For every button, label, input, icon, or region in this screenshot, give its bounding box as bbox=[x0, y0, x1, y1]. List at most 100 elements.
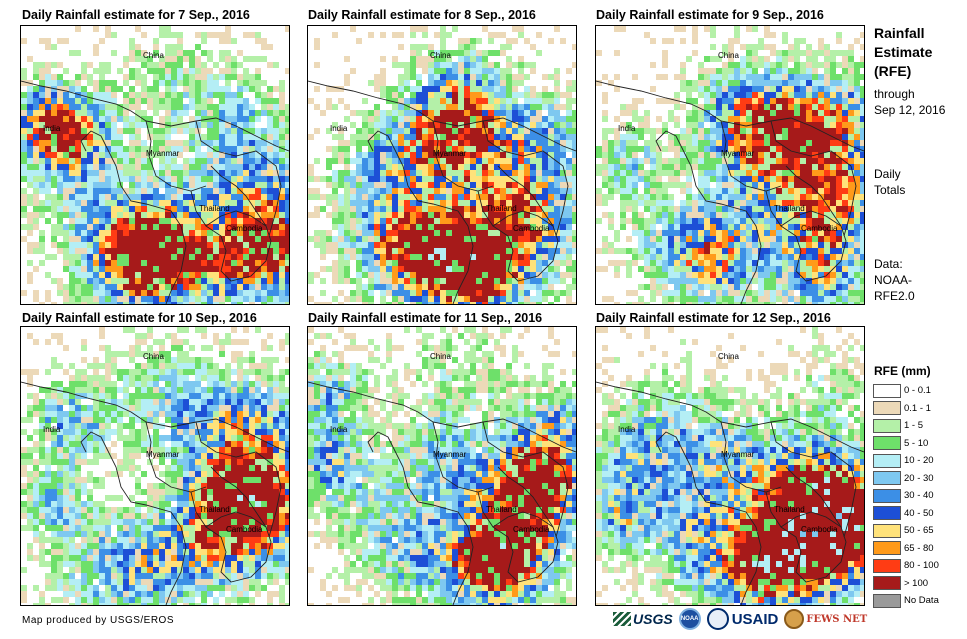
legend-label: > 100 bbox=[904, 577, 929, 589]
rainfall-map-6: China India Myanmar Thailand Cambodia bbox=[595, 326, 865, 606]
place-label-myanmar: Myanmar bbox=[721, 450, 755, 459]
country-border bbox=[770, 120, 857, 237]
legend-swatch bbox=[873, 436, 901, 451]
legend-swatch bbox=[873, 401, 901, 416]
legend-title: RFE (mm) bbox=[874, 364, 931, 378]
country-border bbox=[780, 511, 842, 528]
legend-label: 80 - 100 bbox=[904, 560, 939, 572]
country-border bbox=[80, 431, 107, 453]
country-border bbox=[655, 130, 682, 152]
legend-item: 50 - 65 bbox=[873, 522, 939, 540]
usgs-logo: USGS bbox=[613, 611, 673, 627]
place-label-china: China bbox=[143, 352, 164, 361]
place-label-myanmar: Myanmar bbox=[433, 149, 467, 158]
country-border bbox=[596, 381, 864, 453]
country-border bbox=[482, 120, 569, 237]
place-label-thailand: Thailand bbox=[774, 204, 805, 213]
legend-swatch bbox=[873, 418, 901, 433]
country-border bbox=[655, 431, 682, 453]
map-credit: Map produced by USGS/EROS bbox=[22, 615, 175, 626]
place-label-china: China bbox=[430, 51, 451, 60]
panel-title-5: Daily Rainfall estimate for 11 Sep., 201… bbox=[308, 311, 543, 325]
place-label-india: India bbox=[618, 425, 636, 434]
usaid-logo: USAID bbox=[706, 608, 778, 630]
legend-label: 10 - 20 bbox=[904, 455, 934, 467]
place-label-thailand: Thailand bbox=[774, 505, 805, 514]
country-border bbox=[190, 466, 272, 583]
rainfall-map-1: China India Myanmar Thailand Cambodia bbox=[20, 25, 290, 305]
legend-label: 5 - 10 bbox=[904, 437, 929, 449]
panel-title-6: Daily Rainfall estimate for 12 Sep., 201… bbox=[596, 311, 831, 325]
country-border bbox=[780, 210, 842, 227]
country-border bbox=[195, 421, 282, 538]
legend-item: 0 - 0.1 bbox=[873, 382, 939, 400]
rainfall-map-5: China India Myanmar Thailand Cambodia bbox=[307, 326, 577, 606]
rainfall-map-4: China India Myanmar Thailand Cambodia bbox=[20, 326, 290, 606]
sidebar-daily-totals: Daily Totals bbox=[874, 167, 906, 197]
noaa-logo: NOAA bbox=[678, 608, 701, 630]
country-border bbox=[765, 466, 847, 583]
legend-item: 1 - 5 bbox=[873, 417, 939, 435]
fewsnet-logo: FEWS NET bbox=[784, 609, 867, 629]
country-border bbox=[367, 431, 394, 453]
legend-label: 30 - 40 bbox=[904, 490, 934, 502]
country-border bbox=[392, 446, 474, 605]
sidebar-data-source: Data: NOAA- RFE2.0 bbox=[874, 257, 915, 303]
place-label-india: India bbox=[43, 124, 61, 133]
legend-label: 20 - 30 bbox=[904, 472, 934, 484]
country-border bbox=[105, 446, 187, 605]
country-border bbox=[477, 466, 559, 583]
country-border bbox=[195, 120, 282, 237]
place-label-thailand: Thailand bbox=[486, 505, 517, 514]
legend-label: 50 - 65 bbox=[904, 525, 934, 537]
country-border bbox=[308, 80, 576, 152]
panel-title-1: Daily Rainfall estimate for 7 Sep., 2016 bbox=[22, 8, 250, 22]
country-border bbox=[765, 165, 847, 282]
country-border bbox=[492, 511, 554, 528]
legend-item: 10 - 20 bbox=[873, 452, 939, 470]
place-label-cambodia: Cambodia bbox=[801, 224, 838, 233]
legend-swatch bbox=[873, 541, 901, 556]
legend-item: > 100 bbox=[873, 575, 939, 593]
place-label-china: China bbox=[718, 352, 739, 361]
usgs-mark-icon bbox=[613, 612, 631, 626]
legend-label: 0 - 0.1 bbox=[904, 385, 931, 397]
legend-item: 65 - 80 bbox=[873, 540, 939, 558]
partner-logos: USGS NOAA USAID FEWS NET bbox=[613, 606, 867, 632]
legend-item: 80 - 100 bbox=[873, 557, 939, 575]
legend-swatch bbox=[873, 523, 901, 538]
country-border bbox=[492, 210, 554, 227]
legend-swatch bbox=[873, 593, 901, 608]
rainfall-map-svg: China India Myanmar Thailand Cambodia bbox=[308, 26, 576, 304]
rainfall-map-svg: China India Myanmar Thailand Cambodia bbox=[596, 327, 864, 605]
country-border bbox=[205, 210, 267, 227]
country-border bbox=[205, 511, 267, 528]
rainfall-map-svg: China India Myanmar Thailand Cambodia bbox=[21, 327, 289, 605]
legend-item: No Data bbox=[873, 592, 939, 610]
country-border bbox=[190, 165, 272, 282]
country-border bbox=[308, 381, 576, 453]
place-label-india: India bbox=[618, 124, 636, 133]
legend-label: 0.1 - 1 bbox=[904, 402, 931, 414]
sidebar-title: Rainfall Estimate (RFE) bbox=[874, 25, 933, 79]
place-label-india: India bbox=[43, 425, 61, 434]
place-label-thailand: Thailand bbox=[486, 204, 517, 213]
place-label-cambodia: Cambodia bbox=[513, 525, 550, 534]
place-label-cambodia: Cambodia bbox=[226, 525, 263, 534]
legend-swatch bbox=[873, 383, 901, 398]
legend-label: 65 - 80 bbox=[904, 542, 934, 554]
place-label-myanmar: Myanmar bbox=[721, 149, 755, 158]
country-border bbox=[105, 145, 187, 304]
rainfall-map-svg: China India Myanmar Thailand Cambodia bbox=[308, 327, 576, 605]
country-border bbox=[80, 130, 107, 152]
rainfall-map-svg: China India Myanmar Thailand Cambodia bbox=[21, 26, 289, 304]
legend-item: 40 - 50 bbox=[873, 505, 939, 523]
place-label-thailand: Thailand bbox=[199, 505, 230, 514]
country-border bbox=[21, 381, 289, 453]
place-label-india: India bbox=[330, 124, 348, 133]
place-label-india: India bbox=[330, 425, 348, 434]
legend-label: No Data bbox=[904, 595, 939, 607]
place-label-myanmar: Myanmar bbox=[146, 149, 180, 158]
country-border bbox=[21, 80, 289, 152]
legend-swatch bbox=[873, 558, 901, 573]
